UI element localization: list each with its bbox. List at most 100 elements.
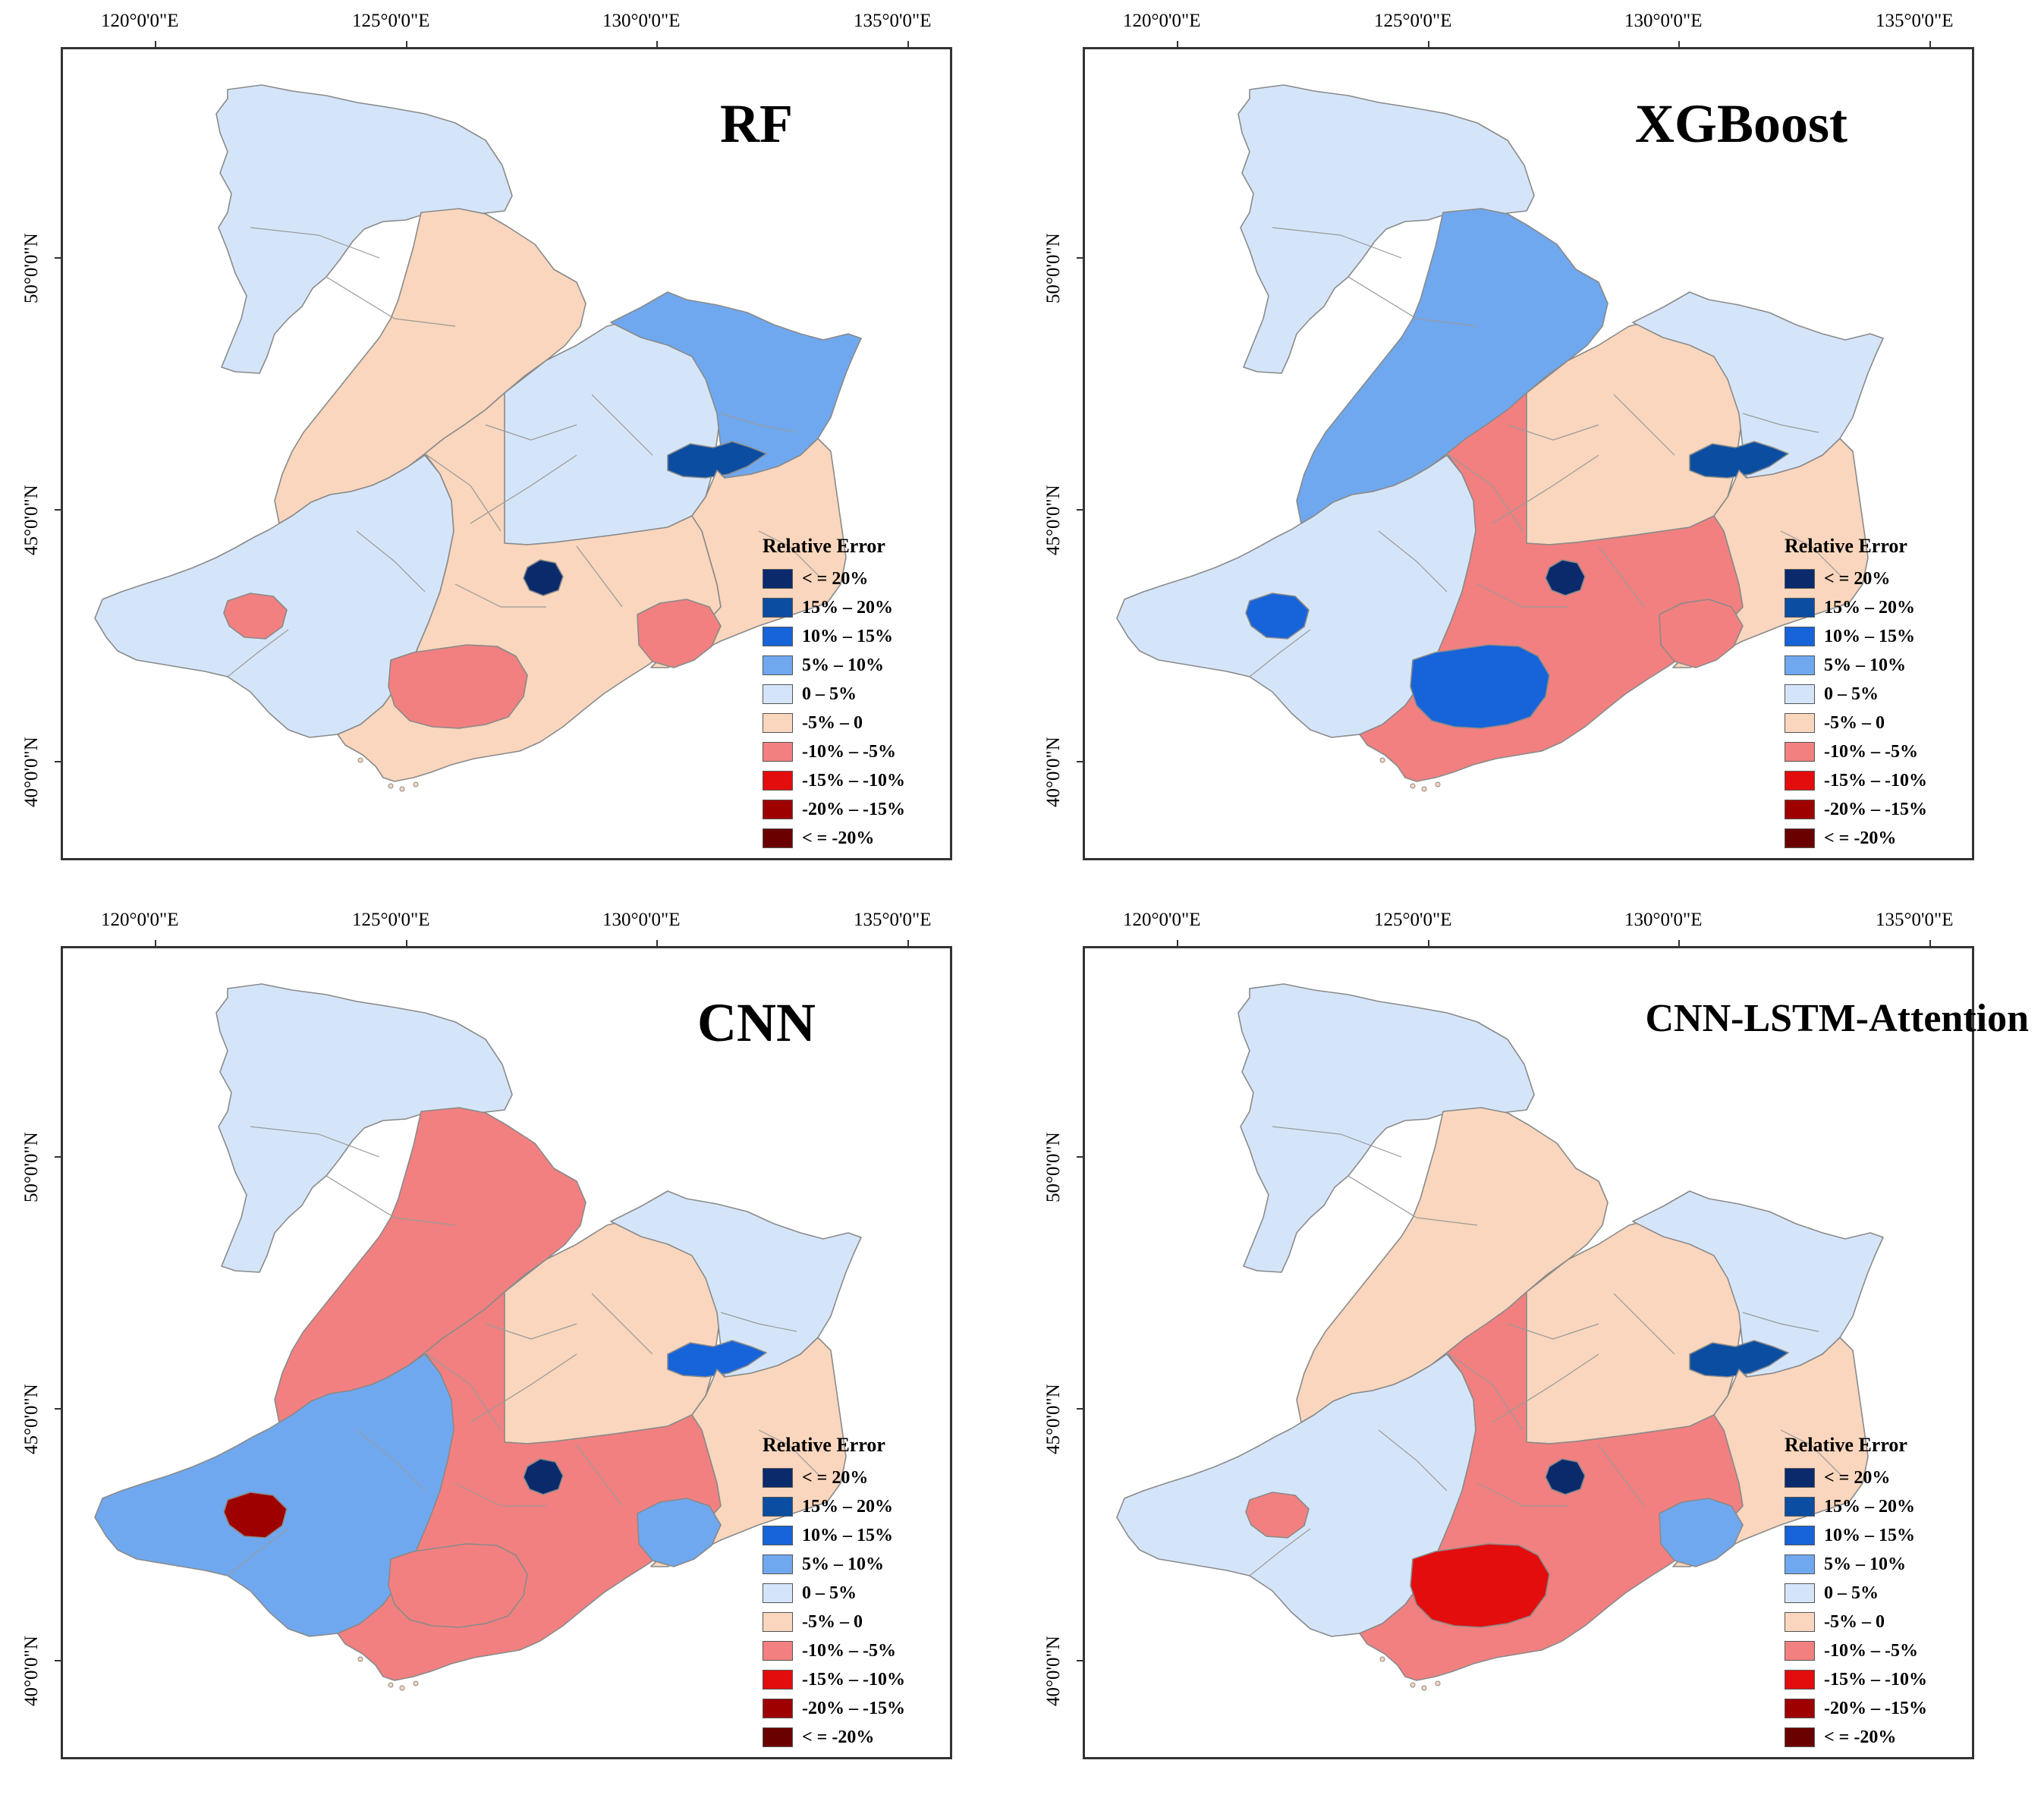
sub-boundary	[1598, 1444, 1645, 1507]
island	[1435, 781, 1441, 787]
sub-boundary	[1507, 1323, 1599, 1340]
sub-boundary	[454, 1482, 546, 1507]
legend-label: 15% – 20%	[802, 1496, 893, 1517]
legend-swatch	[763, 713, 793, 733]
legend-swatch	[763, 684, 793, 704]
island	[388, 783, 394, 789]
region-hotspot_center	[1545, 559, 1586, 596]
sub-boundary	[591, 394, 653, 456]
legend-item: -15% – -10%	[1785, 766, 1927, 795]
legend-item: 0 – 5%	[1785, 1579, 1927, 1608]
region-hotspot_west	[1245, 1492, 1310, 1539]
sub-boundary	[1347, 276, 1478, 327]
legend-swatch	[1785, 684, 1815, 704]
legend-label: < = -20%	[1824, 1727, 1897, 1747]
sub-boundary	[1476, 1482, 1568, 1507]
x-tick-label: 125°0'0"E	[1374, 11, 1452, 31]
legend-item: -10% – -5%	[1785, 737, 1927, 766]
legend-swatch	[1785, 1612, 1815, 1632]
legend-swatch	[763, 828, 793, 848]
legend-label: 0 – 5%	[802, 1583, 857, 1603]
legend-swatch	[1785, 713, 1815, 733]
sub-boundary	[424, 1352, 502, 1431]
panel-title: CNN	[697, 992, 816, 1053]
region-north	[215, 84, 513, 374]
sub-boundary	[591, 1293, 653, 1355]
map-panel-rf: 120°0'0"E 125°0'0"E 130°0'0"E 135°0'0"E 50°0…	[0, 0, 1022, 899]
region-hotspot_west	[223, 1492, 288, 1539]
legend-swatch	[763, 1670, 793, 1690]
legend-title: Relative Error	[1785, 535, 1907, 557]
sub-boundary	[758, 530, 820, 577]
sub-boundary	[1742, 1312, 1819, 1332]
region-southwest	[1116, 454, 1476, 738]
legend-item: < = -20%	[1785, 824, 1927, 853]
region-northeast	[610, 291, 862, 479]
choropleth-map	[1077, 41, 1931, 792]
region-hotspot_east	[637, 599, 722, 668]
x-tick-label: 130°0'0"E	[1624, 910, 1703, 930]
island	[388, 1682, 394, 1688]
region-hotspot_center	[523, 559, 564, 596]
legend-item: -15% – -10%	[763, 1665, 905, 1694]
legend-item: -5% – 0	[1785, 1608, 1927, 1636]
legend-item: 5% – 10%	[1785, 651, 1927, 680]
sub-boundary	[454, 583, 546, 608]
legend-label: 0 – 5%	[802, 684, 857, 704]
legend-swatch	[1785, 1641, 1815, 1661]
legend-label: 15% – 20%	[1824, 597, 1915, 618]
legend-swatch	[763, 598, 793, 618]
sub-boundary	[250, 1126, 380, 1158]
legend-item: < = 20%	[1785, 564, 1927, 593]
region-east_strip	[1689, 441, 1789, 479]
legend-item: -10% – -5%	[763, 1636, 905, 1665]
region-hotspot_southwest	[388, 644, 528, 729]
legend-swatch	[763, 655, 793, 675]
island	[1421, 1685, 1427, 1691]
legend-label: -15% – -10%	[1824, 1669, 1927, 1690]
sub-boundary	[1780, 1429, 1842, 1476]
legend-item: -10% – -5%	[1785, 1636, 1927, 1665]
legend-item: 5% – 10%	[763, 651, 905, 680]
sub-boundary	[250, 227, 380, 259]
legend-swatch	[1785, 1468, 1815, 1488]
legend-item: 0 – 5%	[763, 1579, 905, 1608]
legend-swatch	[763, 569, 793, 589]
x-tick-label: 130°0'0"E	[1624, 11, 1703, 31]
legend-label: < = 20%	[1824, 568, 1891, 589]
map-panel-cnn-lstm-attention: 120°0'0"E 125°0'0"E 130°0'0"E 135°0'0"E 50°0…	[1022, 899, 2044, 1798]
region-east_strip	[1689, 1340, 1789, 1378]
legend-label: 5% – 10%	[1824, 1554, 1906, 1574]
sub-boundary	[325, 276, 456, 327]
legend-item: 5% – 10%	[763, 1550, 905, 1579]
sub-boundary	[356, 530, 426, 593]
island	[1421, 786, 1427, 792]
legend-item: < = -20%	[763, 1723, 905, 1752]
legend-swatch	[1785, 655, 1815, 675]
legend-swatch	[1785, 1554, 1815, 1574]
legend-swatch	[1785, 1699, 1815, 1718]
legend-swatch	[763, 1699, 793, 1718]
x-tick-label: 125°0'0"E	[352, 11, 430, 31]
region-southwest	[94, 454, 454, 738]
legend-label: -15% – -10%	[1824, 770, 1927, 791]
legend-item: -20% – -15%	[1785, 1694, 1927, 1723]
region-hotspot_west	[1245, 593, 1310, 640]
choropleth-map	[55, 41, 909, 792]
sub-boundary	[1507, 424, 1599, 441]
legend-swatch	[1785, 1526, 1815, 1545]
legend-item: 15% – 20%	[763, 1492, 905, 1521]
region-east_strip	[667, 441, 767, 479]
legend-item: -20% – -15%	[1785, 795, 1927, 824]
legend-label: 15% – 20%	[1824, 1496, 1915, 1517]
legend-label: 0 – 5%	[1824, 684, 1879, 704]
x-tick-label: 130°0'0"E	[602, 11, 681, 31]
legend-swatch	[1785, 1583, 1815, 1603]
legend-item: 10% – 15%	[1785, 622, 1927, 651]
sub-boundary	[1272, 1126, 1402, 1158]
x-tick-label: 120°0'0"E	[101, 11, 179, 31]
region-north	[1237, 84, 1535, 374]
sub-boundary	[470, 454, 577, 524]
legend-label: 5% – 10%	[802, 655, 884, 675]
legend-swatch	[1785, 598, 1815, 618]
